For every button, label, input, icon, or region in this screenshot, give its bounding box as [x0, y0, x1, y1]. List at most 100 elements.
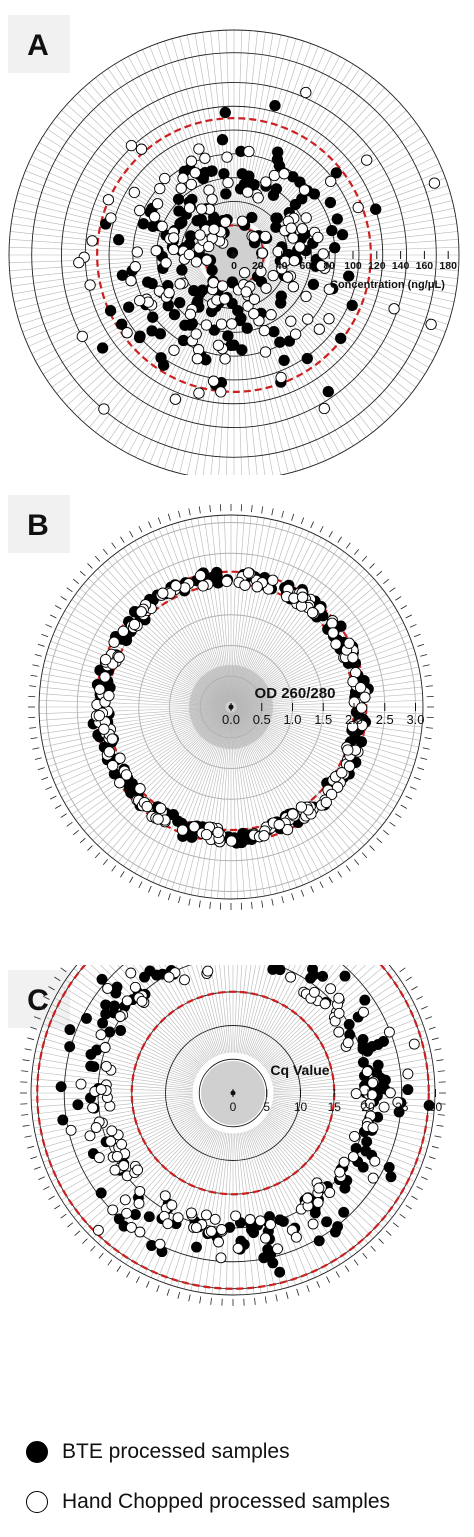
data-point-hand-chopped	[230, 1210, 242, 1222]
data-point-hand-chopped	[185, 155, 198, 167]
data-point-hand-chopped	[248, 308, 260, 320]
data-point-hand-chopped	[259, 346, 272, 358]
data-point-hand-chopped	[347, 652, 359, 664]
data-point-bte	[57, 1114, 69, 1126]
data-point-hand-chopped	[84, 279, 96, 291]
radial-axis: 0 5 10 15 20 25 30 Cq Value	[230, 1062, 443, 1114]
data-point-bte	[115, 1025, 127, 1036]
data-point-bte	[116, 318, 128, 330]
data-point-bte	[137, 218, 150, 230]
data-point-hand-chopped	[102, 982, 114, 994]
tick-label: 1.0	[283, 712, 301, 727]
data-point-hand-chopped	[323, 313, 335, 325]
data-point-hand-chopped	[367, 1172, 379, 1184]
data-point-bte	[343, 270, 355, 282]
data-point-hand-chopped	[105, 212, 117, 224]
data-point-hand-chopped	[87, 1102, 99, 1114]
data-point-bte	[322, 385, 334, 398]
data-point-hand-chopped	[325, 983, 337, 995]
data-point-bte	[357, 1161, 369, 1173]
data-point-bte	[335, 332, 347, 345]
data-point-hand-chopped	[358, 1006, 369, 1018]
data-point-bte	[359, 994, 371, 1006]
data-point-hand-chopped	[232, 1242, 244, 1254]
data-point-hand-chopped	[265, 1219, 276, 1230]
reference-ring	[96, 117, 372, 393]
data-point-bte	[104, 305, 117, 317]
tick-label: 2.5	[376, 712, 394, 727]
data-point-bte	[321, 1216, 333, 1228]
data-point-hand-chopped	[216, 280, 229, 292]
tick-label: 20	[252, 260, 264, 272]
data-point-hand-chopped	[306, 607, 319, 619]
data-point-hand-chopped	[325, 788, 338, 801]
data-point-hand-chopped	[312, 1197, 324, 1208]
tick-label: 30	[429, 1100, 443, 1114]
tick-label: 180	[439, 260, 457, 272]
data-point-hand-chopped	[215, 1252, 227, 1264]
data-point-bte	[357, 1040, 369, 1052]
reference-ring	[36, 965, 430, 1290]
axis-title: OD 260/280	[255, 685, 336, 702]
polar-chart-concentration: A 0 20 40 60 80 100 120 140 160 180 Concentration (…	[8, 15, 460, 475]
data-point-hand-chopped	[212, 826, 224, 839]
data-point-hand-chopped	[194, 229, 206, 241]
data-point-bte	[64, 1041, 76, 1053]
data-point-hand-chopped	[294, 241, 306, 253]
data-point-hand-chopped	[94, 683, 106, 695]
tick-label: 140	[392, 260, 410, 272]
data-point-hand-chopped	[359, 691, 371, 703]
data-point-bte	[191, 1241, 202, 1253]
data-point-hand-chopped	[240, 286, 252, 298]
data-point-hand-chopped	[248, 231, 260, 243]
data-point-bte	[301, 352, 313, 365]
center-point	[228, 704, 234, 710]
data-point-hand-chopped	[121, 995, 133, 1007]
data-point-hand-chopped	[154, 1238, 166, 1250]
data-point-hand-chopped	[282, 271, 294, 283]
data-point-hand-chopped	[170, 580, 182, 592]
polar-chart-cq-value: C 0 5 10 15 20 25 30 Cq Value	[8, 965, 446, 1306]
data-point-bte	[274, 1266, 286, 1278]
data-point-hand-chopped	[342, 1037, 354, 1049]
data-point-hand-chopped	[191, 353, 204, 365]
data-point-hand-chopped	[128, 186, 140, 199]
data-point-hand-chopped	[116, 1138, 128, 1150]
outer-tick-marks	[20, 967, 446, 1306]
data-point-hand-chopped	[287, 808, 299, 820]
data-point-hand-chopped	[318, 402, 330, 415]
data-point-bte	[423, 1099, 435, 1111]
data-point-bte	[274, 336, 286, 348]
data-point-hand-chopped	[369, 1155, 381, 1167]
data-point-bte	[228, 339, 240, 351]
tick-label: 5	[263, 1100, 270, 1114]
data-point-bte	[278, 354, 290, 367]
data-point-bte	[206, 264, 218, 276]
data-point-hand-chopped	[259, 230, 272, 243]
panel-letter: A	[27, 29, 49, 62]
data-point-hand-chopped	[238, 267, 251, 279]
data-point-hand-chopped	[354, 681, 367, 694]
tick-label: 0.5	[253, 712, 271, 727]
data-point-bte	[339, 970, 351, 982]
data-point-hand-chopped	[166, 1199, 178, 1211]
data-point-hand-chopped	[272, 245, 284, 258]
data-point-hand-chopped	[200, 828, 213, 841]
legend-item-bte: BTE processed samples	[24, 1433, 464, 1471]
data-point-hand-chopped	[349, 1130, 360, 1142]
data-point-bte	[329, 242, 341, 254]
data-point-hand-chopped	[86, 235, 98, 247]
data-point-hand-chopped	[216, 1224, 228, 1235]
data-point-bte	[100, 1008, 112, 1020]
data-point-hand-chopped	[333, 1007, 345, 1019]
data-point-bte	[172, 193, 185, 205]
data-point-hand-chopped	[200, 1209, 212, 1221]
tick-label: 40	[276, 260, 288, 272]
data-point-bte	[85, 1060, 97, 1072]
data-point-hand-chopped	[154, 802, 167, 815]
data-point-hand-chopped	[252, 192, 264, 204]
data-point-hand-chopped	[189, 167, 201, 179]
data-point-bte	[270, 212, 282, 224]
data-point-hand-chopped	[346, 721, 359, 733]
data-point-hand-chopped	[75, 1078, 87, 1090]
